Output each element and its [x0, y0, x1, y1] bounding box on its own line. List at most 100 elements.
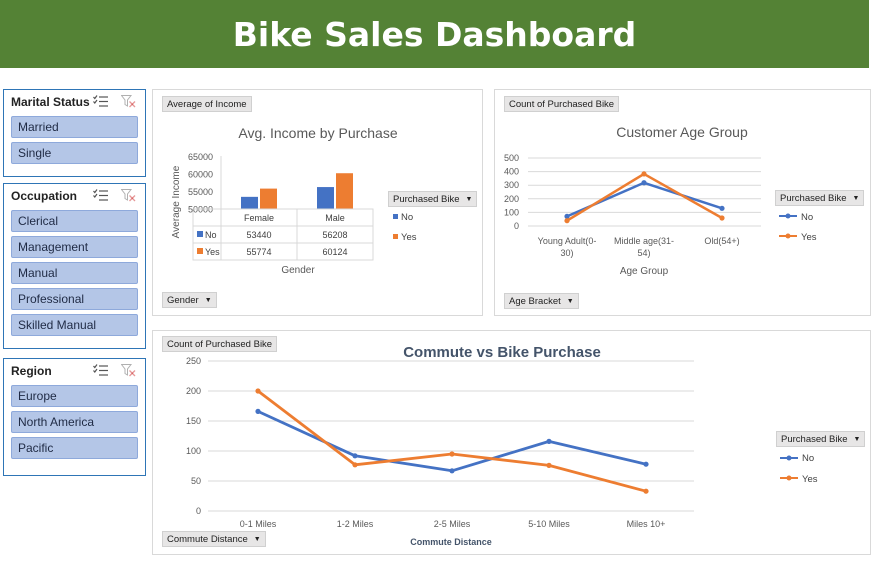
bar-yes-female[interactable]	[260, 188, 277, 209]
grid-lines	[528, 157, 761, 227]
clear-filter-icon[interactable]	[121, 95, 136, 108]
income-bars	[220, 156, 353, 209]
bar-yes-male[interactable]	[336, 173, 353, 209]
axis-field-button[interactable]: Commute Distance ▼	[162, 531, 266, 547]
data-point-yes[interactable]	[564, 218, 570, 224]
data-point-yes[interactable]	[352, 462, 358, 468]
data-point-no[interactable]	[255, 408, 261, 414]
slicer-occupation: Occupation Clerical Management Manual Pr…	[3, 183, 146, 349]
legend-entry-no: No	[401, 212, 413, 223]
clear-filter-icon[interactable]	[121, 364, 136, 377]
data-point-no[interactable]	[449, 468, 455, 474]
data-point-no[interactable]	[719, 205, 725, 211]
x-tick-label: Middle age(31-54)	[614, 236, 674, 258]
slicer-item-pacific[interactable]: Pacific	[11, 437, 138, 459]
data-point-no[interactable]	[564, 213, 570, 219]
multi-select-icon[interactable]	[93, 189, 109, 202]
values-field-button[interactable]: Count of Purchased Bike	[162, 336, 278, 352]
y-tick-label: 200	[504, 194, 519, 204]
data-point-yes[interactable]	[643, 488, 649, 494]
x-tick-label: Young Adult(0-30)	[538, 236, 597, 258]
x-tick-label: 2-5 Miles	[434, 519, 471, 529]
data-label: 55774	[246, 247, 271, 257]
axis-field-button[interactable]: Age Bracket ▼	[504, 293, 579, 309]
series-line-no[interactable]	[257, 410, 647, 473]
y-tick-label: 400	[504, 167, 519, 177]
axis-field-label: Commute Distance	[167, 533, 248, 545]
axis-field-button[interactable]: Gender ▼	[162, 292, 217, 308]
legend-field-button[interactable]: Purchased Bike ▼	[776, 431, 866, 447]
y-tick-labels: 250 200 150 100 50 0	[186, 356, 201, 516]
data-point-yes[interactable]	[546, 462, 552, 468]
slicer-item-single[interactable]: Single	[11, 142, 138, 164]
data-point-yes[interactable]	[719, 215, 725, 221]
dropdown-arrow-icon: ▼	[852, 194, 860, 202]
slicer-item-professional[interactable]: Professional	[11, 288, 138, 310]
table-row-label-no: No	[205, 230, 217, 240]
category-label-male: Male	[325, 213, 345, 223]
data-point-yes[interactable]	[641, 171, 647, 177]
data-label: 60124	[322, 247, 347, 257]
slicer-item-clerical[interactable]: Clerical	[11, 210, 138, 232]
x-tick-label: Miles 10+	[627, 519, 666, 529]
legend-entry-yes: Yes	[802, 474, 818, 485]
legend-field-button[interactable]: Purchased Bike ▼	[388, 191, 478, 207]
slicer-item-skilled-manual[interactable]: Skilled Manual	[11, 314, 138, 336]
values-field-button[interactable]: Average of Income	[162, 96, 252, 112]
y-tick-labels: 65000 60000 55000 50000	[188, 152, 213, 215]
chart-title: Commute vs Bike Purchase	[403, 344, 601, 361]
data-table-grid	[192, 208, 374, 261]
legend-key-no	[197, 231, 203, 237]
data-point-no[interactable]	[546, 438, 552, 444]
slicer-item-europe[interactable]: Europe	[11, 385, 138, 407]
slicer-item-manual[interactable]: Manual	[11, 262, 138, 284]
commute-series	[255, 388, 649, 494]
dropdown-arrow-icon: ▼	[566, 297, 574, 305]
x-tick-labels: 0-1 Miles 1-2 Miles 2-5 Miles 5-10 Miles…	[240, 519, 666, 529]
data-point-no[interactable]	[352, 453, 358, 459]
values-field-button[interactable]: Count of Purchased Bike	[504, 96, 620, 112]
category-label-female: Female	[244, 213, 274, 223]
slicer-item-married[interactable]: Married	[11, 116, 138, 138]
y-tick-labels: 500 400 300 200 100 0	[504, 153, 519, 231]
slicer-title: Region	[11, 364, 52, 378]
income-chart-panel: Average of Income Gender ▼ Purchased Bike…	[152, 89, 483, 316]
legend-key-yes	[197, 248, 203, 254]
data-point-yes[interactable]	[255, 388, 261, 394]
dropdown-arrow-icon: ▼	[253, 535, 261, 543]
legend-marker-yes	[786, 475, 792, 481]
x-tick-label: Old(54+)	[704, 236, 739, 246]
data-label: 56208	[322, 230, 347, 240]
slicer-title: Marital Status	[11, 95, 90, 109]
x-tick-label: 5-10 Miles	[528, 519, 570, 529]
y-tick-label: 300	[504, 180, 519, 190]
legend-field-label: Purchased Bike	[780, 192, 847, 204]
series-line-yes[interactable]	[257, 389, 647, 493]
bar-no-male[interactable]	[317, 187, 334, 209]
slicer-title: Occupation	[11, 189, 78, 203]
y-tick-label: 0	[514, 221, 519, 231]
slicer-item-management[interactable]: Management	[11, 236, 138, 258]
data-label: 53440	[246, 230, 271, 240]
slicer-item-north-america[interactable]: North America	[11, 411, 138, 433]
data-point-no[interactable]	[643, 461, 649, 467]
series-line-no[interactable]	[566, 181, 723, 218]
data-point-no[interactable]	[641, 180, 647, 186]
data-table: Female Male No Yes 53440 56208 55774 601…	[192, 208, 374, 261]
multi-select-icon[interactable]	[93, 364, 109, 377]
slicer-region: Region Europe North America Pacific	[3, 358, 146, 476]
legend-marker-yes	[393, 234, 398, 239]
multi-select-icon[interactable]	[93, 95, 109, 108]
clear-filter-icon[interactable]	[121, 189, 136, 202]
data-point-yes[interactable]	[449, 451, 455, 457]
dashboard-title: Bike Sales Dashboard	[0, 0, 869, 68]
commute-chart: Commute vs Bike Purchase Commute Distanc…	[186, 344, 818, 547]
chart-title: Customer Age Group	[616, 124, 748, 140]
bar-no-female[interactable]	[241, 196, 258, 209]
table-row-label-yes: Yes	[205, 247, 220, 257]
legend-field-button[interactable]: Purchased Bike ▼	[775, 190, 865, 206]
dropdown-arrow-icon: ▼	[853, 435, 861, 443]
x-axis-title: Gender	[281, 265, 315, 276]
x-tick-label: 0-1 Miles	[240, 519, 277, 529]
y-tick-label: 0	[196, 506, 201, 516]
